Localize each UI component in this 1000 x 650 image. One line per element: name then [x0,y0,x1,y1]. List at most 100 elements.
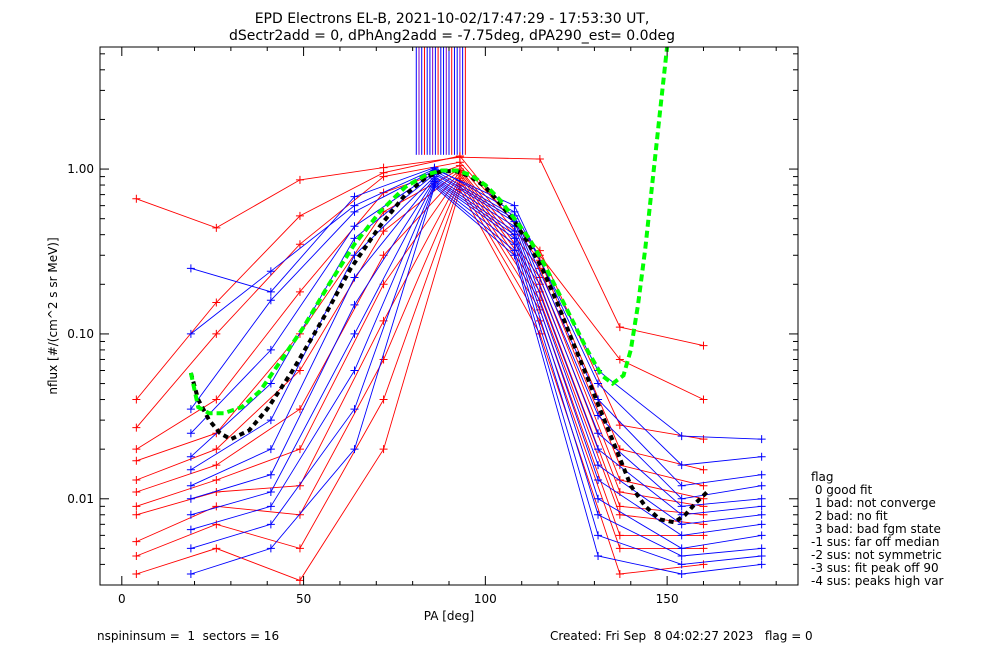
series-line [190,168,762,466]
data-point [186,525,195,534]
data-point [132,423,141,432]
series-line [136,161,704,440]
data-point [132,395,141,404]
data-point [266,502,275,511]
data-point [132,569,141,578]
y-tick-label: 0.10 [67,327,94,341]
plot-area [132,47,766,585]
x-tick-label: 100 [474,592,497,606]
series-line [190,172,762,500]
median-curve [188,169,709,525]
legend-entry: 0 good fit [811,483,873,497]
data-point [615,531,624,540]
data-point [132,510,141,519]
data-point [132,476,141,485]
data-point [699,544,708,553]
data-point [295,576,304,585]
data-point [132,456,141,465]
data-point [379,172,388,181]
series-line [190,186,762,575]
data-point [379,395,388,404]
series-line [136,179,704,543]
data-point [757,494,766,503]
data-point [295,211,304,220]
data-point [132,445,141,454]
data-point [677,502,686,511]
data-point [594,531,603,540]
legend: flag 0 good fit 1 bad: not converge 2 ba… [811,470,944,588]
data-point [677,520,686,529]
data-point [186,569,195,578]
data-point [677,569,686,578]
data-point [266,520,275,529]
data-point [186,264,195,273]
data-point [757,481,766,490]
data-point [212,445,221,454]
data-point [295,175,304,184]
data-point [132,194,141,203]
data-point [677,494,686,503]
data-point [266,544,275,553]
data-point [266,470,275,479]
data-point [594,551,603,560]
data-point [350,251,359,260]
legend-entry: -3 sus: fit peak off 90 [811,561,939,575]
data-point [186,544,195,553]
data-point [535,155,544,164]
data-point [757,435,766,444]
data-point [594,429,603,438]
axes: 0 50 100 150 0.01 0.10 1.00 [67,47,798,606]
series-line [190,177,762,525]
series-line [190,176,762,516]
data-point [699,341,708,350]
data-point [350,222,359,231]
data-point [677,461,686,470]
legend-entry: -4 sus: peaks high var [811,574,944,588]
data-point [594,494,603,503]
data-point [379,355,388,364]
data-point [132,551,141,560]
data-point [132,537,141,546]
series-line [190,167,762,440]
data-point [757,544,766,553]
data-point [677,531,686,540]
data-point [132,487,141,496]
x-tick-label: 0 [118,592,126,606]
data-point [350,329,359,338]
x-axis-label: PA [deg] [424,609,474,623]
series-line [136,183,704,557]
legend-entry: -2 sus: not symmetric [811,548,942,562]
x-tick-label: 150 [656,592,679,606]
legend-entry: 3 bad: bad fgm state [811,522,941,536]
data-point [594,379,603,388]
data-point [186,494,195,503]
data-point [266,487,275,496]
data-point [295,481,304,490]
data-point [350,445,359,454]
data-point [594,476,603,485]
legend-entry: -1 sus: far off median [811,535,939,549]
plot-title-line2: dSectr2add = 0, dPhAng2add = -7.75deg, d… [229,28,675,44]
data-point [295,445,304,454]
data-point [295,366,304,375]
series-line [136,165,704,471]
data-point [350,366,359,375]
data-point [757,510,766,519]
data-point [594,445,603,454]
data-point [677,551,686,560]
legend-entry: 1 bad: not converge [811,496,936,510]
series-line [190,182,762,557]
data-point [212,476,221,485]
footer-right: Created: Fri Sep 8 04:02:27 2023 flag = … [550,629,813,643]
data-point [266,345,275,354]
data-point [295,405,304,414]
data-point [212,520,221,529]
fit-curve [188,47,670,416]
data-point [699,435,708,444]
data-point [350,192,359,201]
x-tick-label: 50 [296,592,311,606]
data-point [350,273,359,282]
data-point [510,251,519,260]
legend-entry: 2 bad: no fit [811,509,888,523]
data-point [212,395,221,404]
